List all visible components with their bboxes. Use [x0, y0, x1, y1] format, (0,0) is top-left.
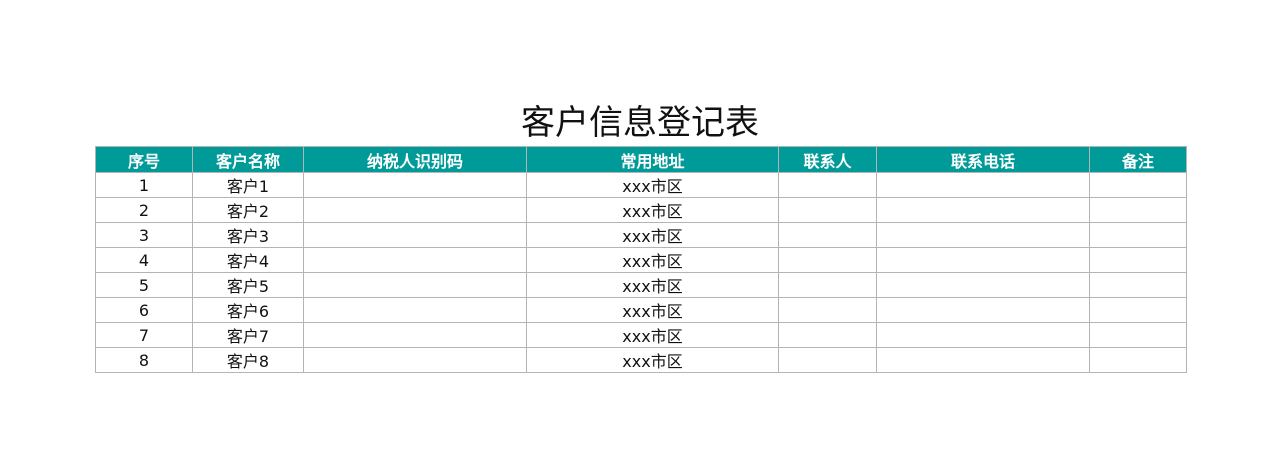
- cell-customer-name[interactable]: 客户8: [192, 347, 304, 373]
- cell-contact[interactable]: [778, 347, 877, 373]
- cell-customer-name[interactable]: 客户5: [192, 272, 304, 298]
- cell-index[interactable]: 6: [95, 297, 193, 323]
- cell-tax-id[interactable]: [303, 297, 527, 323]
- cell-customer-name[interactable]: 客户6: [192, 297, 304, 323]
- cell-address[interactable]: xxx市区: [526, 172, 779, 198]
- cell-address[interactable]: xxx市区: [526, 347, 779, 373]
- table-row: 1 客户1 xxx市区: [95, 172, 1187, 198]
- cell-customer-name[interactable]: 客户1: [192, 172, 304, 198]
- cell-remark[interactable]: [1089, 247, 1187, 273]
- cell-tax-id[interactable]: [303, 272, 527, 298]
- cell-index[interactable]: 8: [95, 347, 193, 373]
- cell-phone[interactable]: [876, 247, 1090, 273]
- cell-phone[interactable]: [876, 197, 1090, 223]
- cell-phone[interactable]: [876, 172, 1090, 198]
- cell-contact[interactable]: [778, 272, 877, 298]
- table-row: 7 客户7 xxx市区: [95, 322, 1187, 348]
- cell-phone[interactable]: [876, 297, 1090, 323]
- cell-tax-id[interactable]: [303, 322, 527, 348]
- cell-remark[interactable]: [1089, 272, 1187, 298]
- cell-index[interactable]: 1: [95, 172, 193, 198]
- cell-address[interactable]: xxx市区: [526, 322, 779, 348]
- cell-index[interactable]: 3: [95, 222, 193, 248]
- table-row: 8 客户8 xxx市区: [95, 347, 1187, 373]
- cell-contact[interactable]: [778, 247, 877, 273]
- table-row: 5 客户5 xxx市区: [95, 272, 1187, 298]
- column-header-remark: 备注: [1089, 146, 1187, 173]
- cell-contact[interactable]: [778, 297, 877, 323]
- cell-phone[interactable]: [876, 322, 1090, 348]
- cell-tax-id[interactable]: [303, 172, 527, 198]
- cell-phone[interactable]: [876, 347, 1090, 373]
- cell-index[interactable]: 7: [95, 322, 193, 348]
- table-row: 2 客户2 xxx市区: [95, 197, 1187, 223]
- cell-address[interactable]: xxx市区: [526, 197, 779, 223]
- cell-remark[interactable]: [1089, 297, 1187, 323]
- column-header-address: 常用地址: [526, 146, 779, 173]
- column-header-tax-id: 纳税人识别码: [303, 146, 527, 173]
- column-header-contact: 联系人: [778, 146, 877, 173]
- column-header-index: 序号: [95, 146, 193, 173]
- cell-remark[interactable]: [1089, 322, 1187, 348]
- cell-remark[interactable]: [1089, 222, 1187, 248]
- customer-table: 序号 客户名称 纳税人识别码 常用地址 联系人 联系电话 备注 1 客户1 xxx市区 2 客户2 x…: [95, 146, 1187, 373]
- cell-customer-name[interactable]: 客户2: [192, 197, 304, 223]
- cell-index[interactable]: 2: [95, 197, 193, 223]
- cell-tax-id[interactable]: [303, 197, 527, 223]
- page-title: 客户信息登记表: [521, 103, 759, 143]
- table-row: 4 客户4 xxx市区: [95, 247, 1187, 273]
- table-row: 3 客户3 xxx市区: [95, 222, 1187, 248]
- header-row: 序号 客户名称 纳税人识别码 常用地址 联系人 联系电话 备注: [95, 146, 1187, 173]
- cell-contact[interactable]: [778, 222, 877, 248]
- cell-phone[interactable]: [876, 272, 1090, 298]
- cell-contact[interactable]: [778, 197, 877, 223]
- cell-tax-id[interactable]: [303, 247, 527, 273]
- column-header-phone: 联系电话: [876, 146, 1090, 173]
- cell-tax-id[interactable]: [303, 222, 527, 248]
- cell-contact[interactable]: [778, 322, 877, 348]
- cell-contact[interactable]: [778, 172, 877, 198]
- cell-customer-name[interactable]: 客户3: [192, 222, 304, 248]
- cell-remark[interactable]: [1089, 197, 1187, 223]
- column-header-customer-name: 客户名称: [192, 146, 304, 173]
- cell-remark[interactable]: [1089, 347, 1187, 373]
- table-row: 6 客户6 xxx市区: [95, 297, 1187, 323]
- cell-address[interactable]: xxx市区: [526, 272, 779, 298]
- cell-tax-id[interactable]: [303, 347, 527, 373]
- cell-index[interactable]: 4: [95, 247, 193, 273]
- cell-customer-name[interactable]: 客户4: [192, 247, 304, 273]
- cell-address[interactable]: xxx市区: [526, 297, 779, 323]
- cell-address[interactable]: xxx市区: [526, 222, 779, 248]
- cell-index[interactable]: 5: [95, 272, 193, 298]
- cell-address[interactable]: xxx市区: [526, 247, 779, 273]
- cell-customer-name[interactable]: 客户7: [192, 322, 304, 348]
- cell-remark[interactable]: [1089, 172, 1187, 198]
- cell-phone[interactable]: [876, 222, 1090, 248]
